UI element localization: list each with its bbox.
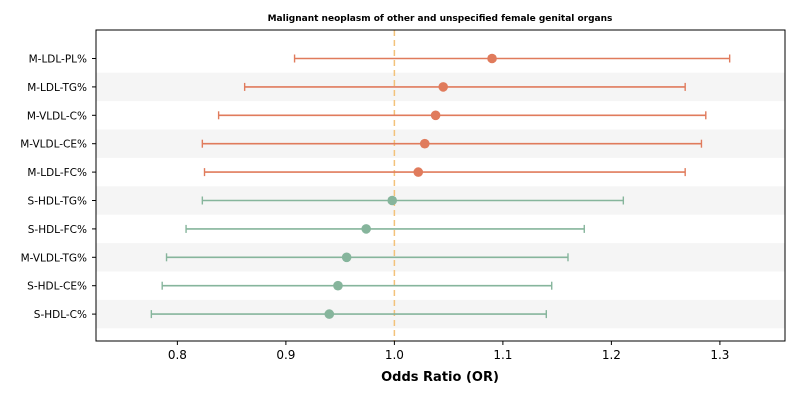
- forest-row: S-HDL-CE%: [27, 280, 553, 293]
- x-axis-label: Odds Ratio (OR): [381, 370, 499, 385]
- forest-row: S-HDL-C%: [34, 309, 547, 321]
- x-axis-ticks: 0.8 0.9 1.0 1.1 1.2 1.3: [168, 341, 729, 362]
- row-label: M-LDL-PL%: [29, 54, 87, 66]
- row-label: M-LDL-TG%: [27, 82, 87, 94]
- forest-row: M-LDL-TG%: [27, 82, 686, 94]
- row-label: M-VLDL-CE%: [20, 139, 87, 151]
- data-rows: M-LDL-PL% M-LDL-TG% M-VLDL-C% M-VLDL-CE% M-L…: [20, 53, 731, 321]
- or-point: [438, 82, 449, 92]
- x-tick-label: 1.2: [602, 348, 621, 362]
- chart-title: Malignant neoplasm of other and unspecif…: [268, 14, 613, 24]
- forest-row: M-VLDL-CE%: [20, 138, 703, 151]
- row-label: M-LDL-FC%: [27, 167, 87, 179]
- x-tick-label: 0.8: [168, 348, 187, 362]
- row-label: M-VLDL-TG%: [21, 252, 87, 264]
- forest-row: M-LDL-PL%: [29, 53, 731, 66]
- x-tick-label: 1.3: [710, 348, 729, 362]
- x-tick-label: 1.0: [385, 348, 404, 362]
- or-point: [413, 167, 424, 177]
- row-label: M-VLDL-C%: [27, 110, 87, 122]
- forest-row: S-HDL-FC%: [28, 224, 585, 236]
- or-point: [333, 280, 343, 291]
- plot-frame: [95, 29, 786, 342]
- x-tick-label: 1.1: [493, 348, 512, 362]
- or-point: [361, 224, 371, 234]
- or-point: [430, 110, 441, 121]
- row-label: S-HDL-CE%: [27, 281, 87, 293]
- row-label: S-HDL-TG%: [28, 196, 87, 208]
- row-label: S-HDL-FC%: [28, 224, 87, 236]
- x-tick-label: 0.9: [276, 348, 295, 362]
- or-point: [487, 53, 497, 64]
- row-label: S-HDL-C%: [34, 309, 87, 321]
- or-point: [387, 195, 398, 206]
- forest-row: M-LDL-FC%: [27, 167, 686, 179]
- or-point: [324, 309, 335, 319]
- forest-row: M-VLDL-C%: [27, 110, 707, 122]
- or-point: [341, 252, 352, 263]
- or-point: [419, 138, 430, 149]
- forest-row: M-VLDL-TG%: [21, 252, 569, 264]
- forest-row: S-HDL-TG%: [28, 195, 625, 208]
